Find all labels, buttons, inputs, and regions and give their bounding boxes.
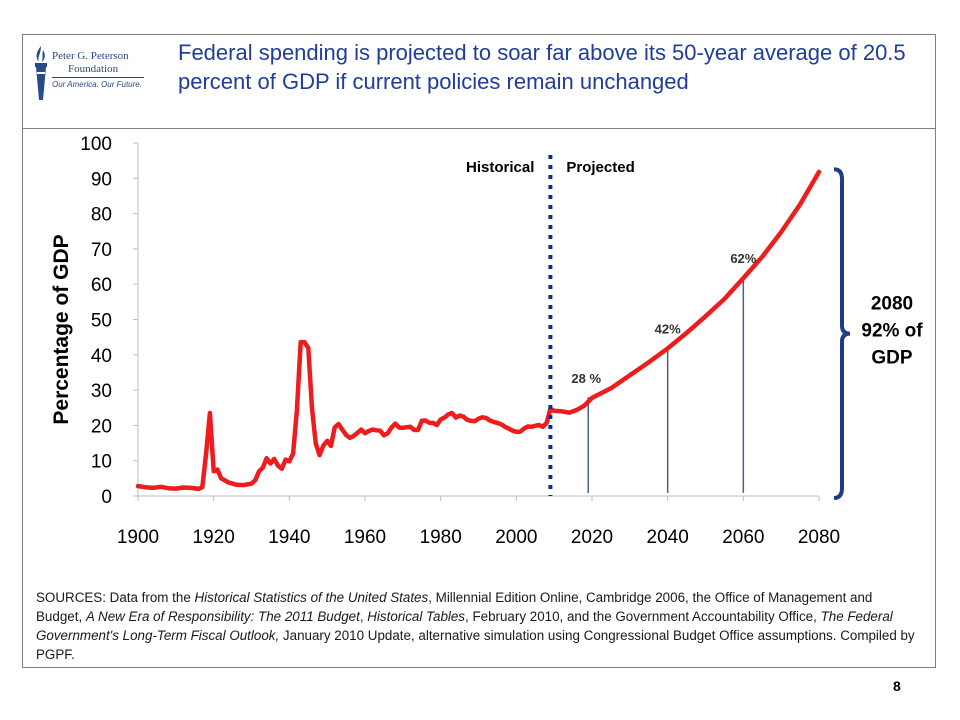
- marker-label: 42%: [655, 322, 681, 337]
- header-divider: [22, 128, 936, 129]
- source-title: Historical Statistics of the United Stat…: [194, 590, 429, 605]
- page-number: 8: [893, 678, 901, 694]
- source-title: Historical Tables: [367, 609, 466, 624]
- logo-tagline: Our America. Our Future.: [52, 80, 142, 89]
- x-tick-label: 2020: [571, 527, 613, 548]
- y-tick-label: 60: [91, 275, 112, 296]
- bracket-label-line: GDP: [871, 348, 913, 369]
- y-tick-label: 30: [91, 381, 112, 402]
- sources-note: SOURCES: Data from the Historical Statis…: [36, 588, 916, 664]
- logo-foundation-line: Foundation: [68, 63, 119, 75]
- x-tick-label: 2040: [647, 527, 689, 548]
- y-tick-label: 90: [91, 169, 112, 190]
- x-tick-label: 1940: [268, 527, 310, 548]
- x-tick-label: 1920: [193, 527, 235, 548]
- source-title: A New Era of Responsibility: The 2011 Bu…: [85, 609, 360, 624]
- y-tick-label: 0: [101, 487, 112, 508]
- x-tick-label: 2080: [798, 527, 840, 548]
- x-tick-label: 1900: [117, 527, 159, 548]
- slide-frame: [22, 34, 936, 668]
- spending-series-line: [135, 169, 822, 492]
- x-tick-label: 1980: [420, 527, 462, 548]
- logo-name-line: Peter G. Peterson: [52, 50, 129, 62]
- y-tick-label: 100: [80, 134, 112, 155]
- foundation-logo: Peter G. Peterson Foundation Our America…: [30, 44, 150, 108]
- source-text: , February 2010, and the Government Acco…: [465, 609, 821, 624]
- y-tick-label: 70: [91, 240, 112, 261]
- y-tick-label: 50: [91, 311, 112, 332]
- bracket-label-line: 92% of: [861, 321, 923, 342]
- source-title: The Federal Government's Long-Term Fisca…: [36, 609, 893, 643]
- spending-line-chart: 0 10 20 30 40 50 60 70 80 90 100 1900 1920 1940 1960 19…: [50, 134, 923, 548]
- source-text: SOURCES: Data from the: [36, 590, 195, 605]
- marker-label: 28 %: [571, 371, 601, 386]
- x-tick-label: 2060: [722, 527, 764, 548]
- projected-label: Projected: [566, 159, 634, 176]
- x-tick-label: 1960: [344, 527, 386, 548]
- y-axis-label: Percentage of GDP: [50, 234, 73, 424]
- torch-icon: [35, 46, 47, 100]
- bracket-label-line: 2080: [871, 294, 913, 315]
- source-text: ,: [359, 609, 368, 624]
- y-tick-label: 20: [91, 416, 112, 437]
- source-text: January 2010 Update, alternative simulat…: [36, 628, 915, 662]
- source-text: , Millennial Edition Online, Cambridge 2…: [36, 590, 873, 624]
- bracket-brace: [833, 167, 851, 500]
- logo-rule: [52, 77, 144, 78]
- historical-label: Historical: [466, 159, 534, 176]
- y-tick-label: 40: [91, 346, 112, 367]
- y-tick-label: 80: [91, 205, 112, 226]
- x-tick-label: 2000: [495, 527, 537, 548]
- marker-label: 62%: [730, 251, 756, 266]
- y-tick-label: 10: [91, 452, 112, 473]
- slide-title: Federal spending is projected to soar fa…: [178, 40, 906, 94]
